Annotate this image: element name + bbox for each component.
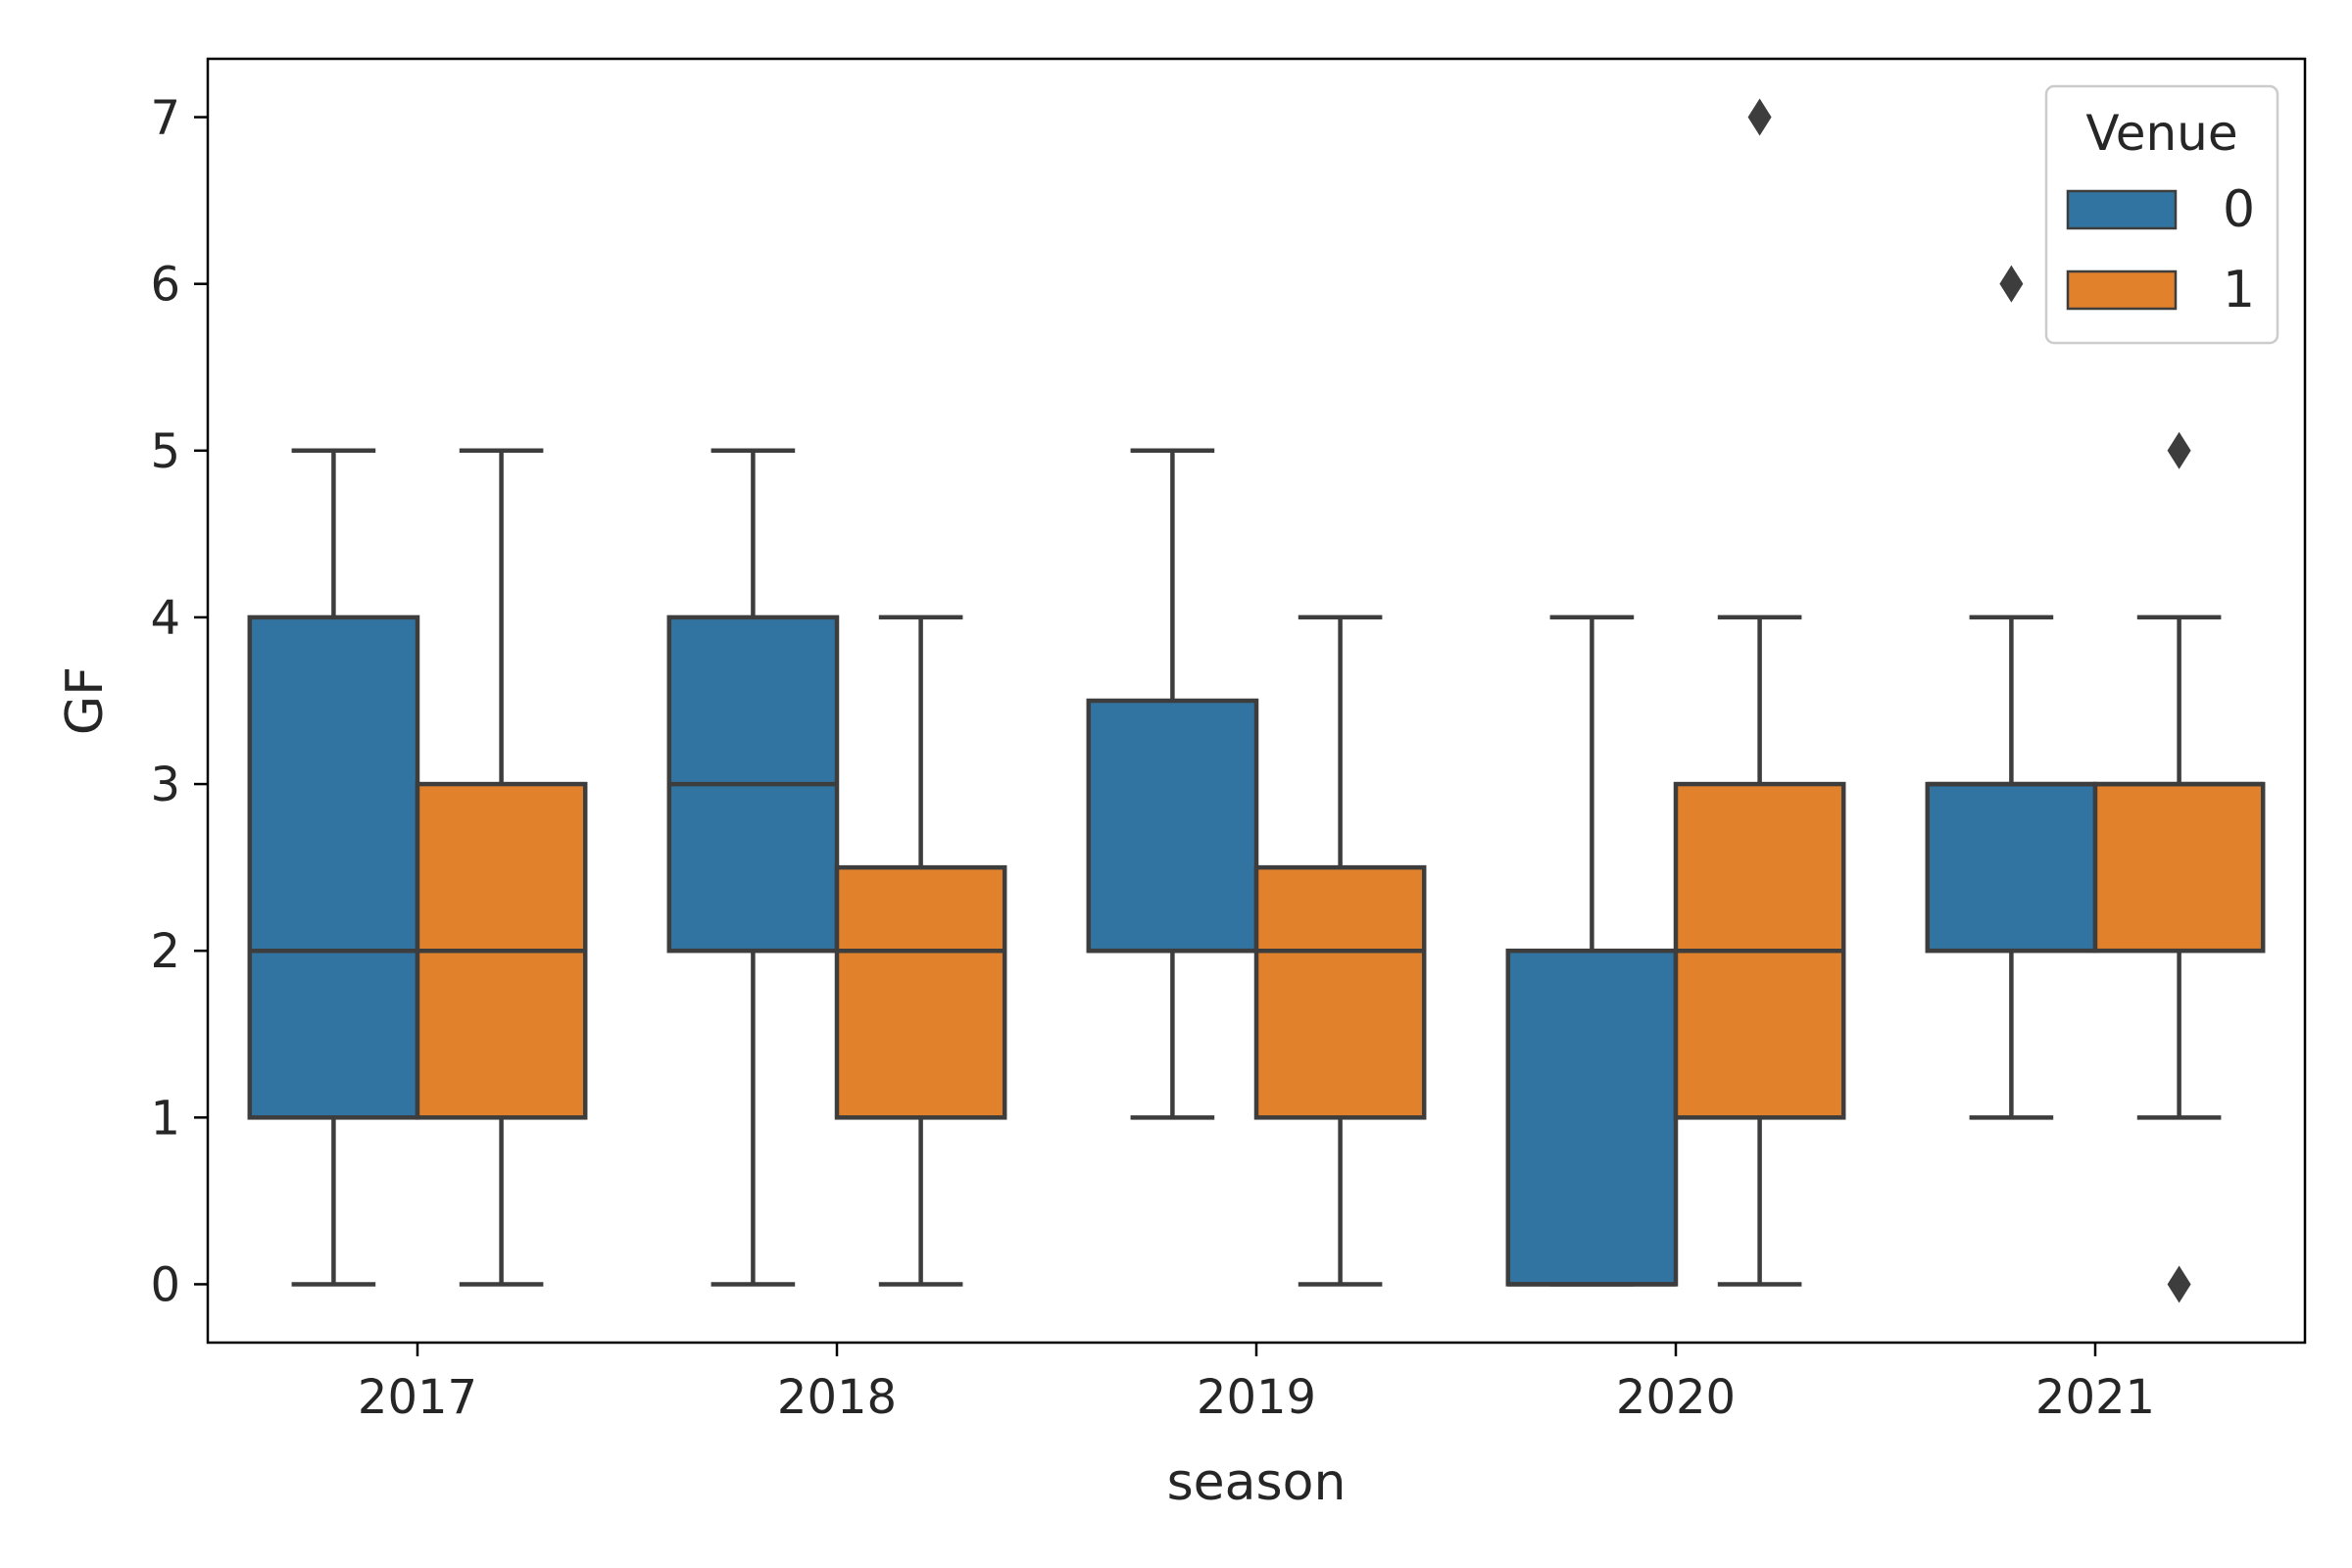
legend-entry-label: 0 bbox=[2223, 180, 2255, 239]
outlier-marker bbox=[1999, 265, 2024, 303]
x-tick-label: 2017 bbox=[358, 1370, 477, 1425]
box bbox=[1253, 864, 1427, 1120]
box-group bbox=[1086, 448, 1259, 1120]
legend-swatch bbox=[2066, 270, 2178, 311]
box bbox=[247, 614, 420, 1120]
y-tick-label: 1 bbox=[150, 1091, 180, 1146]
x-tick-label: 2021 bbox=[2035, 1370, 2155, 1425]
y-tick-label: 5 bbox=[150, 424, 180, 479]
box-group bbox=[834, 614, 1007, 1287]
box-group bbox=[1505, 614, 1679, 1287]
legend-swatch bbox=[2066, 189, 2178, 230]
x-tick-label: 2019 bbox=[1197, 1370, 1316, 1425]
box bbox=[1925, 781, 2098, 954]
outlier-marker bbox=[1747, 98, 1772, 136]
y-tick-label: 4 bbox=[150, 591, 180, 646]
x-tick-label: 2018 bbox=[777, 1370, 897, 1425]
box-group bbox=[247, 448, 420, 1287]
box-group bbox=[415, 448, 588, 1287]
x-axis: 2017 2018 2019 2020 2021 bbox=[358, 1343, 2155, 1425]
box bbox=[2092, 781, 2266, 954]
y-tick-label: 7 bbox=[150, 91, 180, 146]
box-group bbox=[1253, 614, 1427, 1287]
y-tick-label: 2 bbox=[150, 924, 180, 979]
y-tick-label: 6 bbox=[150, 258, 180, 313]
y-axis-label: GF bbox=[56, 666, 115, 735]
y-tick-label: 0 bbox=[150, 1257, 180, 1312]
x-tick-label: 2020 bbox=[1616, 1370, 1736, 1425]
outlier-marker bbox=[2167, 431, 2191, 469]
box-group bbox=[2092, 431, 2266, 1303]
boxes-layer bbox=[247, 98, 2266, 1303]
box-group bbox=[1673, 98, 1846, 1287]
box-group bbox=[666, 448, 840, 1287]
legend: Venue 0 1 bbox=[2044, 84, 2279, 345]
box bbox=[1505, 948, 1679, 1287]
box bbox=[1086, 698, 1259, 954]
y-tick-label: 3 bbox=[150, 758, 180, 812]
y-axis: 0 1 2 3 4 5 6 7 bbox=[150, 91, 208, 1312]
box bbox=[834, 864, 1007, 1120]
outlier-marker bbox=[2167, 1265, 2191, 1303]
legend-title: Venue bbox=[2085, 105, 2237, 162]
x-axis-label: season bbox=[1167, 1453, 1347, 1512]
legend-entry-label: 1 bbox=[2223, 261, 2255, 319]
